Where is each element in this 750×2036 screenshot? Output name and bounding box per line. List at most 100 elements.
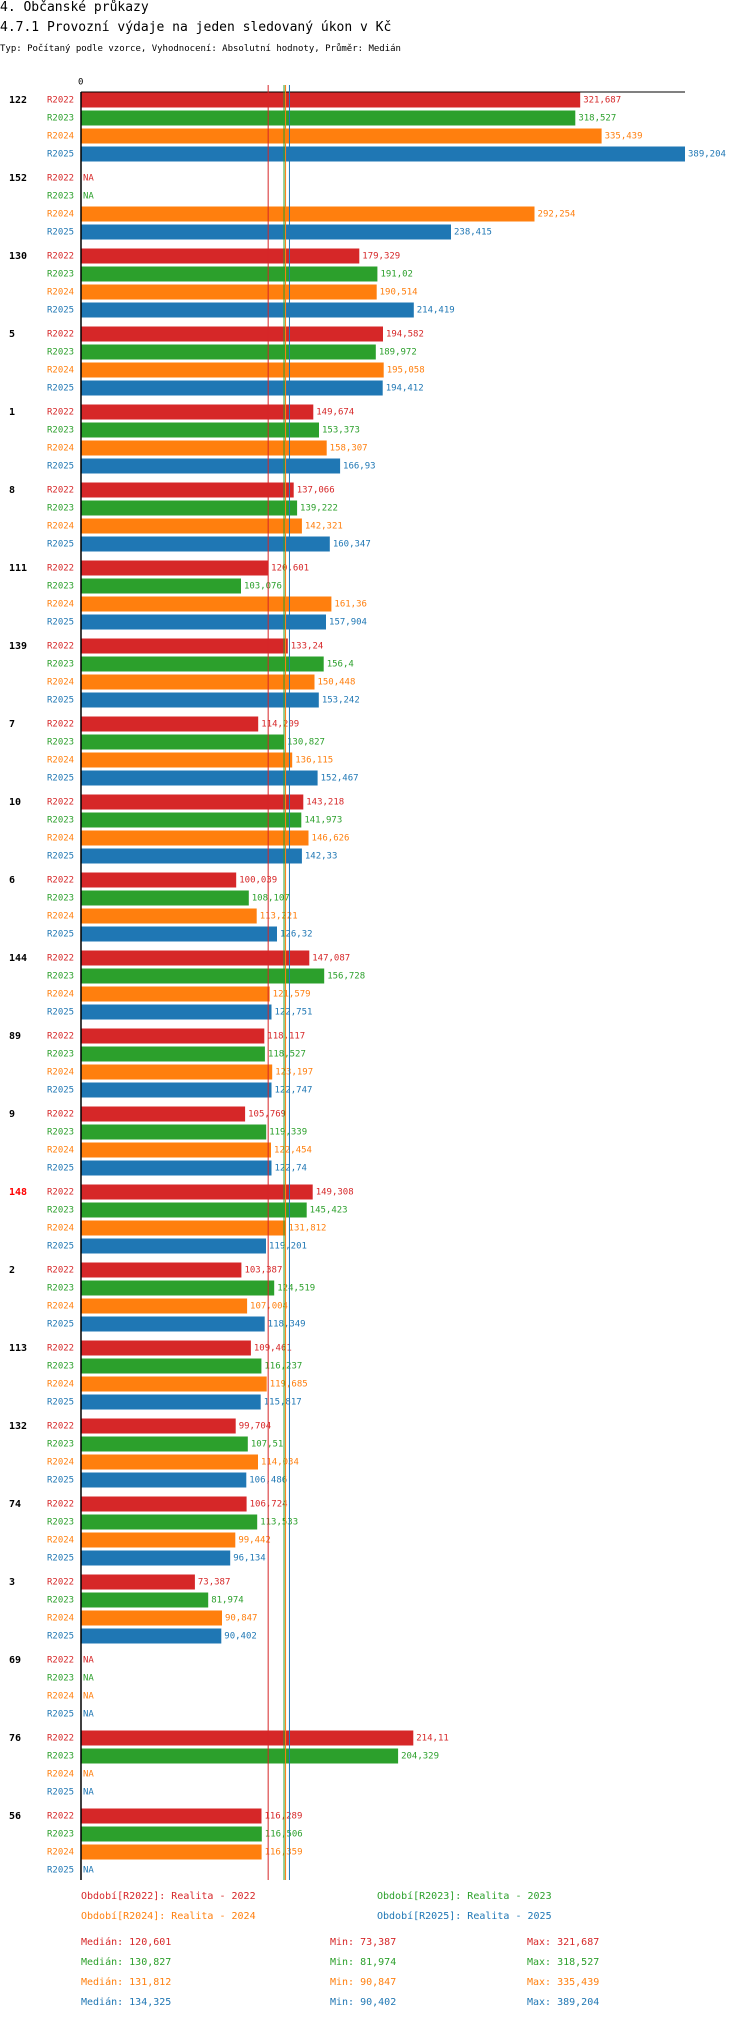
bar: [81, 206, 535, 222]
series-label: R2024: [47, 1770, 74, 1780]
series-label: R2023: [47, 426, 74, 436]
bar: [81, 638, 288, 654]
bar: [81, 968, 325, 984]
na-label: NA: [83, 1788, 94, 1798]
bar-value-label: 115,817: [264, 1398, 302, 1408]
stat-max: Max: 335,439: [527, 1977, 599, 1988]
series-label: R2025: [47, 1086, 74, 1096]
series-label: R2024: [47, 444, 74, 454]
bar: [81, 344, 376, 360]
series-label: R2024: [47, 366, 74, 376]
bar-value-label: 114,209: [261, 720, 299, 730]
series-label: R2022: [47, 1578, 74, 1588]
bar-value-label: 194,412: [386, 384, 424, 394]
series-label: R2022: [47, 1656, 74, 1666]
bar-value-label: 156,4: [327, 660, 354, 670]
series-label: R2025: [47, 1866, 74, 1876]
series-label: R2025: [47, 1632, 74, 1642]
series-label: R2022: [47, 486, 74, 496]
series-label: R2022: [47, 1500, 74, 1510]
series-label: R2022: [47, 642, 74, 652]
group-label: 8: [9, 485, 15, 496]
bar-value-label: 122,454: [274, 1146, 312, 1156]
na-label: NA: [83, 1656, 94, 1666]
group-label: 111: [9, 563, 27, 574]
na-label: NA: [83, 1710, 94, 1720]
stat-min: Min: 81,974: [330, 1957, 396, 1968]
bar-value-label: 108,107: [252, 894, 290, 904]
series-label: R2025: [47, 696, 74, 706]
bar: [81, 1628, 222, 1644]
series-label: R2024: [47, 600, 74, 610]
bar-value-label: 99,704: [239, 1422, 272, 1432]
bar-value-label: 145,423: [310, 1206, 348, 1216]
bar: [81, 326, 383, 342]
bar-value-label: 126,32: [280, 930, 313, 940]
series-label: R2024: [47, 1848, 74, 1858]
bar: [81, 1808, 262, 1824]
bar: [81, 1046, 265, 1062]
series-label: R2022: [47, 1032, 74, 1042]
bar-value-label: 119,685: [270, 1380, 308, 1390]
series-label: R2023: [47, 1440, 74, 1450]
bar: [81, 560, 269, 576]
bar-value-label: 119,201: [269, 1242, 307, 1252]
bar: [81, 716, 259, 732]
bar: [81, 302, 414, 318]
group-label: 1: [9, 407, 15, 418]
bar: [81, 1340, 251, 1356]
bar-value-label: 147,087: [312, 954, 350, 964]
bar: [81, 1220, 286, 1236]
bar-value-label: 124,519: [277, 1284, 315, 1294]
series-label: R2022: [47, 330, 74, 340]
bar-value-label: 335,439: [605, 132, 643, 142]
bar: [81, 224, 451, 240]
series-label: R2025: [47, 1710, 74, 1720]
series-label: R2024: [47, 912, 74, 922]
series-label: R2024: [47, 834, 74, 844]
na-label: NA: [83, 192, 94, 202]
bar-value-label: 161,36: [334, 600, 367, 610]
bar-value-label: 96,134: [233, 1554, 266, 1564]
bar: [81, 812, 302, 828]
bar: [81, 1436, 248, 1452]
bar-value-label: 119,339: [269, 1128, 307, 1138]
group-label: 69: [9, 1655, 21, 1666]
na-label: NA: [83, 1692, 94, 1702]
series-label: R2024: [47, 1146, 74, 1156]
chart-title: 4.7.1 Provozní výdaje na jeden sledovaný…: [0, 20, 392, 35]
bar: [81, 362, 384, 378]
group-label: 3: [9, 1577, 15, 1588]
bar: [81, 770, 318, 786]
bar: [81, 1316, 265, 1332]
bar: [81, 380, 383, 396]
series-label: R2023: [47, 114, 74, 124]
na-label: NA: [83, 1866, 94, 1876]
bar-value-label: 389,204: [688, 150, 726, 160]
bar: [81, 92, 581, 108]
series-label: R2022: [47, 1734, 74, 1744]
chart-parameters: Typ: Počítaný podle vzorce, Vyhodnocení:…: [0, 44, 401, 54]
stat-max: Max: 318,527: [527, 1957, 599, 1968]
series-label: R2023: [47, 1362, 74, 1372]
bar: [81, 248, 360, 264]
bar: [81, 1106, 246, 1122]
bar: [81, 890, 249, 906]
na-label: NA: [83, 1770, 94, 1780]
bar-value-label: 214,11: [416, 1734, 449, 1744]
bar-value-label: 118,349: [268, 1320, 306, 1330]
stat-median: Medián: 131,812: [81, 1976, 171, 1988]
bar: [81, 1826, 262, 1842]
bar: [81, 986, 270, 1002]
series-label: R2023: [47, 738, 74, 748]
group-label: 132: [9, 1421, 27, 1432]
series-label: R2025: [47, 1008, 74, 1018]
bar-value-label: 153,373: [322, 426, 360, 436]
bar-value-label: 149,308: [316, 1188, 354, 1198]
group-label: 139: [9, 641, 27, 652]
bar-value-label: 105,769: [248, 1110, 286, 1120]
bar: [81, 1202, 307, 1218]
bar: [81, 1124, 267, 1140]
series-label: R2022: [47, 954, 74, 964]
bar-value-label: 191,02: [380, 270, 413, 280]
